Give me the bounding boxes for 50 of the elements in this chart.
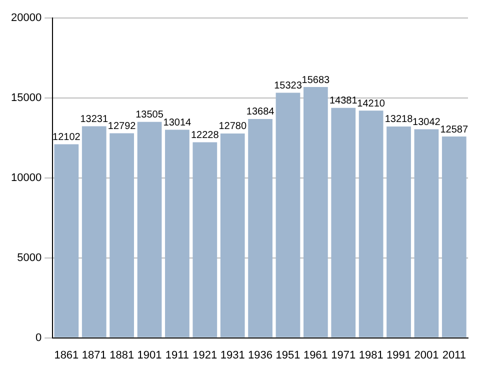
bar [386, 126, 411, 338]
data-label: 12792 [108, 121, 136, 132]
x-tick-label: 1971 [331, 349, 356, 362]
bar [192, 142, 218, 338]
bar [137, 122, 162, 338]
bar [358, 110, 384, 338]
data-label: 14210 [357, 98, 386, 110]
x-tick-label: 2011 [442, 349, 466, 362]
x-tick-label: 1936 [248, 349, 273, 362]
x-tick-label: 1921 [192, 349, 218, 362]
data-label: 12228 [191, 130, 220, 142]
x-tick-label: 2001 [414, 349, 439, 362]
data-label: 14381 [329, 96, 358, 107]
x-tick-label: 1951 [276, 349, 300, 362]
data-label: 13684 [246, 106, 275, 118]
x-tick-label: 1901 [137, 349, 162, 362]
data-label: 13505 [136, 110, 164, 121]
data-label: 13042 [412, 117, 441, 128]
data-label: 12587 [440, 124, 468, 136]
bar [110, 133, 134, 338]
y-tick-label: 20000 [10, 12, 42, 24]
x-tick-label: 1911 [165, 349, 190, 362]
bar [331, 108, 356, 338]
data-label: 13218 [384, 114, 414, 126]
x-tick-label: 1981 [358, 349, 384, 362]
bar [442, 136, 466, 338]
data-label: 15683 [302, 74, 330, 86]
x-tick-label: 1991 [386, 349, 412, 362]
data-label: 12102 [52, 132, 81, 144]
data-label: 13014 [163, 117, 192, 128]
y-tick-label: 5000 [17, 252, 42, 264]
bar [220, 133, 245, 338]
x-tick-label: 1961 [303, 349, 328, 362]
y-tick-label: 10000 [10, 172, 42, 184]
bar [276, 92, 300, 338]
x-tick-label: 1871 [82, 349, 106, 362]
y-tick-label: 0 [35, 332, 42, 344]
bar [303, 87, 328, 338]
bar [54, 144, 79, 338]
bar [82, 126, 106, 338]
bar [165, 130, 190, 338]
data-label: 13231 [80, 114, 108, 125]
data-label: 15323 [274, 80, 302, 92]
x-tick-label: 1861 [54, 349, 79, 362]
x-tick-label: 1881 [110, 349, 134, 362]
x-tick-label: 1931 [220, 349, 245, 362]
y-tick-label: 15000 [10, 92, 42, 104]
bar [414, 129, 439, 338]
bar [248, 118, 272, 338]
data-label: 12780 [218, 121, 247, 132]
